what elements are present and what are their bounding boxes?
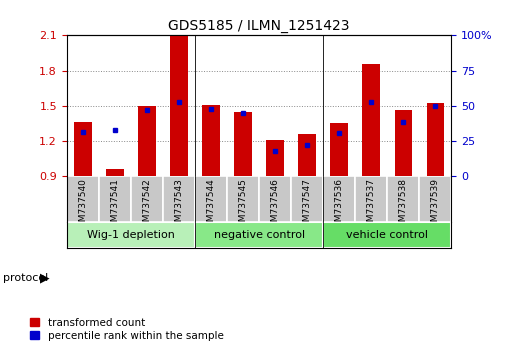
- FancyBboxPatch shape: [323, 176, 355, 222]
- Bar: [330, 123, 348, 176]
- FancyBboxPatch shape: [195, 222, 323, 248]
- FancyBboxPatch shape: [163, 176, 195, 222]
- FancyBboxPatch shape: [195, 176, 227, 222]
- FancyBboxPatch shape: [420, 176, 451, 222]
- Bar: [427, 103, 444, 176]
- Text: GSM737536: GSM737536: [334, 178, 344, 233]
- FancyBboxPatch shape: [67, 176, 98, 222]
- FancyBboxPatch shape: [291, 176, 323, 222]
- Text: ▶: ▶: [40, 272, 49, 284]
- Bar: [138, 106, 155, 176]
- FancyBboxPatch shape: [227, 176, 259, 222]
- Bar: [74, 122, 91, 176]
- Text: Wig-1 depletion: Wig-1 depletion: [87, 230, 175, 240]
- Bar: [202, 104, 220, 176]
- Bar: [363, 64, 380, 176]
- FancyBboxPatch shape: [259, 176, 291, 222]
- Text: GSM737540: GSM737540: [78, 178, 87, 233]
- Text: GSM737541: GSM737541: [110, 178, 120, 233]
- Text: GSM737545: GSM737545: [239, 178, 248, 233]
- Bar: [394, 110, 412, 176]
- Legend: transformed count, percentile rank within the sample: transformed count, percentile rank withi…: [26, 314, 228, 345]
- FancyBboxPatch shape: [131, 176, 163, 222]
- Text: GSM737542: GSM737542: [142, 178, 151, 233]
- Text: negative control: negative control: [213, 230, 305, 240]
- Text: GSM737538: GSM737538: [399, 178, 408, 233]
- Bar: [106, 169, 124, 176]
- Bar: [234, 112, 252, 176]
- FancyBboxPatch shape: [387, 176, 420, 222]
- Text: GSM737537: GSM737537: [367, 178, 376, 233]
- FancyBboxPatch shape: [98, 176, 131, 222]
- Text: GSM737539: GSM737539: [431, 178, 440, 233]
- Title: GDS5185 / ILMN_1251423: GDS5185 / ILMN_1251423: [168, 19, 350, 33]
- Text: GSM737543: GSM737543: [174, 178, 184, 233]
- Bar: [299, 134, 316, 176]
- Text: GSM737546: GSM737546: [270, 178, 280, 233]
- FancyBboxPatch shape: [355, 176, 387, 222]
- Text: GSM737544: GSM737544: [206, 178, 215, 233]
- Bar: [266, 140, 284, 176]
- Text: protocol: protocol: [3, 273, 48, 283]
- Bar: [170, 35, 188, 176]
- FancyBboxPatch shape: [67, 222, 195, 248]
- FancyBboxPatch shape: [323, 222, 451, 248]
- Text: vehicle control: vehicle control: [346, 230, 428, 240]
- Text: GSM737547: GSM737547: [303, 178, 312, 233]
